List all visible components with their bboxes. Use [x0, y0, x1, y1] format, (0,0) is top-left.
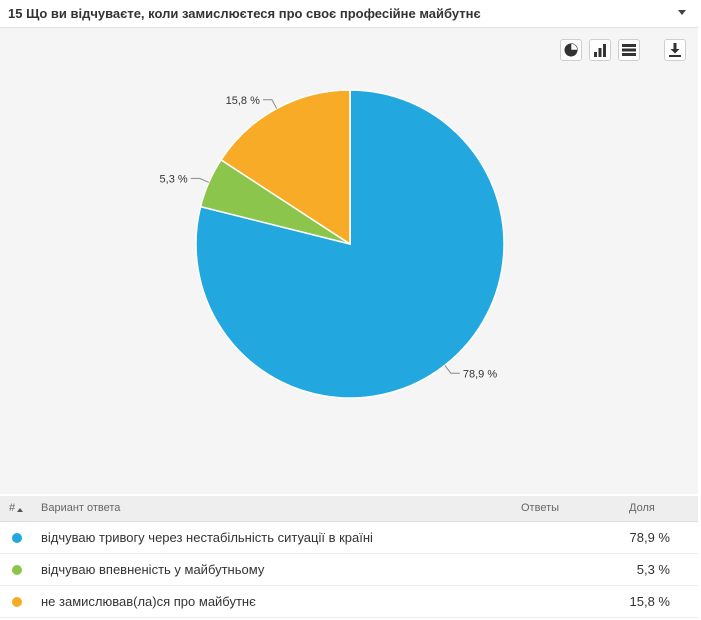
- label-leader-line: [262, 99, 278, 109]
- table-row: відчуваю впевненість у майбутньому 5,3 %: [0, 554, 698, 586]
- series-color-dot: [12, 565, 22, 575]
- bar-chart-icon[interactable]: [589, 39, 611, 61]
- sort-column-header[interactable]: #: [9, 502, 24, 514]
- row-label: відчуваю тривогу через нестабільність си…: [41, 530, 373, 545]
- label-leader-line: [444, 365, 460, 374]
- pie-chart: 78,9 % 5,3 % 15,8 %: [160, 89, 505, 399]
- row-share: 5,3 %: [636, 562, 670, 577]
- table-row: відчуваю тривогу через нестабільність си…: [0, 522, 698, 554]
- pie-data-label: 78,9 %: [463, 368, 497, 380]
- row-share: 78,9 %: [629, 530, 670, 545]
- pie-slice[interactable]: [219, 89, 351, 246]
- column-num-label: #: [9, 502, 16, 514]
- pie-chart-icon[interactable]: [560, 39, 582, 61]
- pie-data-label: 5,3 %: [160, 173, 188, 185]
- sort-asc-icon: [17, 508, 24, 512]
- table-row: не замислював(ла)ся про майбутнє 15,8 %: [0, 586, 698, 618]
- row-share: 15,8 %: [629, 594, 670, 609]
- table-view-icon[interactable]: [618, 39, 640, 61]
- column-responses-label: Ответы: [521, 502, 560, 514]
- column-option-label: Вариант ответа: [41, 502, 121, 514]
- pie-data-label: 15,8 %: [226, 95, 260, 107]
- series-color-dot: [12, 533, 22, 543]
- chevron-down-icon[interactable]: [678, 10, 686, 15]
- responses-cell: [527, 586, 585, 617]
- responses-cell: [527, 522, 585, 553]
- series-color-dot: [12, 597, 22, 607]
- label-leader-line: [190, 177, 210, 183]
- table-header: # Вариант ответа Ответы Доля: [0, 496, 698, 522]
- responses-cell: [527, 554, 585, 585]
- row-label: відчуваю впевненість у майбутньому: [41, 562, 265, 577]
- question-header: 15 Що ви відчуваєте, коли замислюєтеся п…: [0, 0, 698, 28]
- chart-panel: 78,9 % 5,3 % 15,8 %: [0, 28, 698, 494]
- download-icon[interactable]: [664, 39, 686, 61]
- column-share-label: Доля: [629, 502, 655, 514]
- row-label: не замислював(ла)ся про майбутнє: [41, 594, 256, 609]
- question-title: 15 Що ви відчуваєте, коли замислюєтеся п…: [8, 6, 481, 21]
